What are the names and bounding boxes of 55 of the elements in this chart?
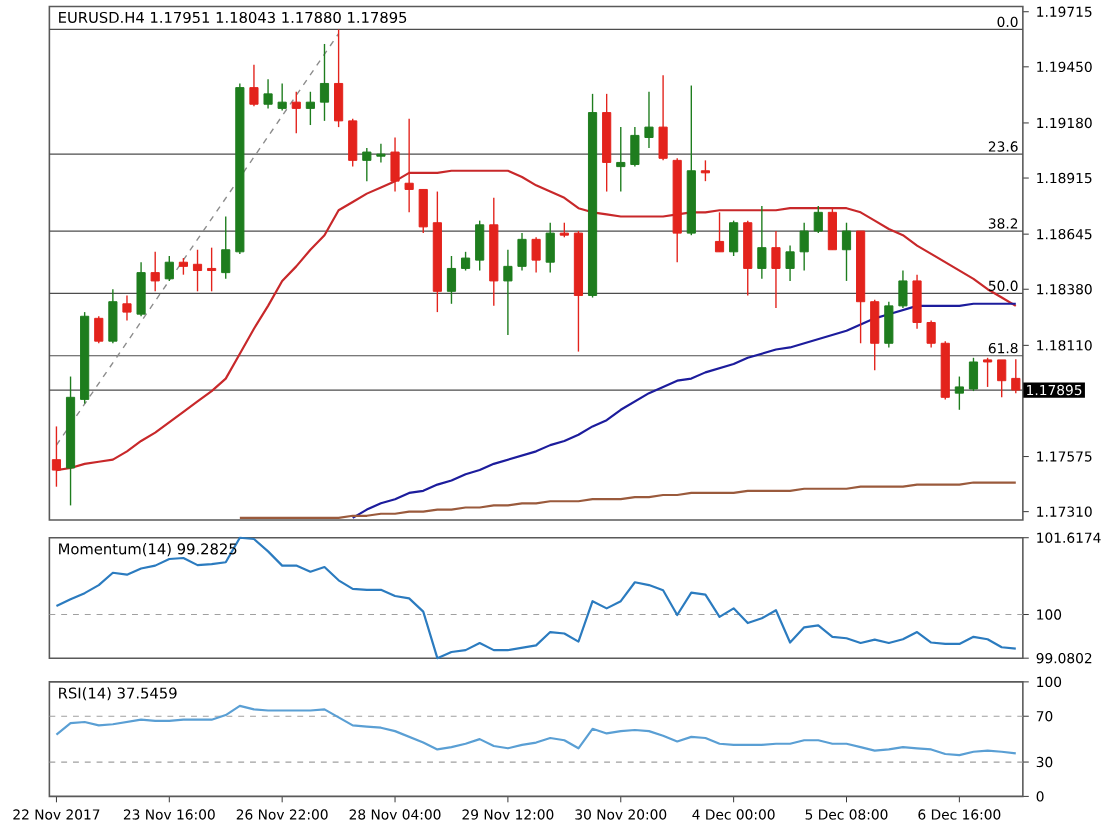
candlestick [799, 221, 809, 272]
candlestick [968, 357, 979, 392]
candlestick [813, 205, 823, 234]
candlestick [700, 159, 711, 182]
candlestick [122, 294, 132, 321]
candlestick [616, 126, 626, 193]
candlestick [870, 298, 880, 371]
candlestick [757, 205, 767, 280]
candlestick [926, 319, 936, 348]
candlestick [785, 244, 795, 282]
candlestick [192, 248, 203, 292]
candlestick [912, 273, 922, 330]
candlestick [630, 126, 640, 168]
candlestick [898, 269, 908, 309]
candlestick [136, 261, 146, 317]
candlestick [983, 357, 993, 388]
candlestick [827, 207, 837, 251]
candlestick [475, 219, 485, 272]
candlestick [108, 288, 118, 344]
candlestick [517, 232, 527, 272]
candlestick [94, 315, 104, 344]
candlestick [221, 215, 231, 280]
candlestick [545, 221, 555, 274]
candlestick [376, 142, 386, 164]
candlestick [164, 255, 174, 282]
candlestick [729, 219, 739, 257]
candlestick [263, 78, 273, 109]
candlestick [460, 251, 471, 272]
candlestick [714, 211, 725, 253]
candlestick [658, 74, 668, 161]
candlestick [743, 219, 753, 297]
candlestick [334, 28, 344, 128]
candlestick [644, 90, 654, 149]
candlestick [150, 251, 160, 292]
candlestick [954, 375, 964, 411]
candlestick [841, 221, 852, 282]
candlestick [446, 255, 457, 305]
candlestick [418, 188, 428, 234]
candlestick [348, 117, 358, 168]
candlestick [404, 117, 414, 213]
candlestick [997, 359, 1007, 398]
candlestick [531, 236, 541, 274]
candlestick [291, 90, 301, 134]
candlestick [51, 425, 62, 488]
candlestick [771, 230, 781, 309]
candlestick [277, 82, 287, 112]
candlestick [884, 300, 894, 348]
candlestick [1011, 358, 1021, 394]
candlestick [305, 90, 315, 126]
candlestick [249, 63, 259, 107]
candlestick [390, 136, 400, 193]
candlestick [319, 43, 330, 122]
candlestick [503, 248, 513, 336]
candlestick [362, 147, 372, 182]
candlestick [207, 246, 217, 292]
